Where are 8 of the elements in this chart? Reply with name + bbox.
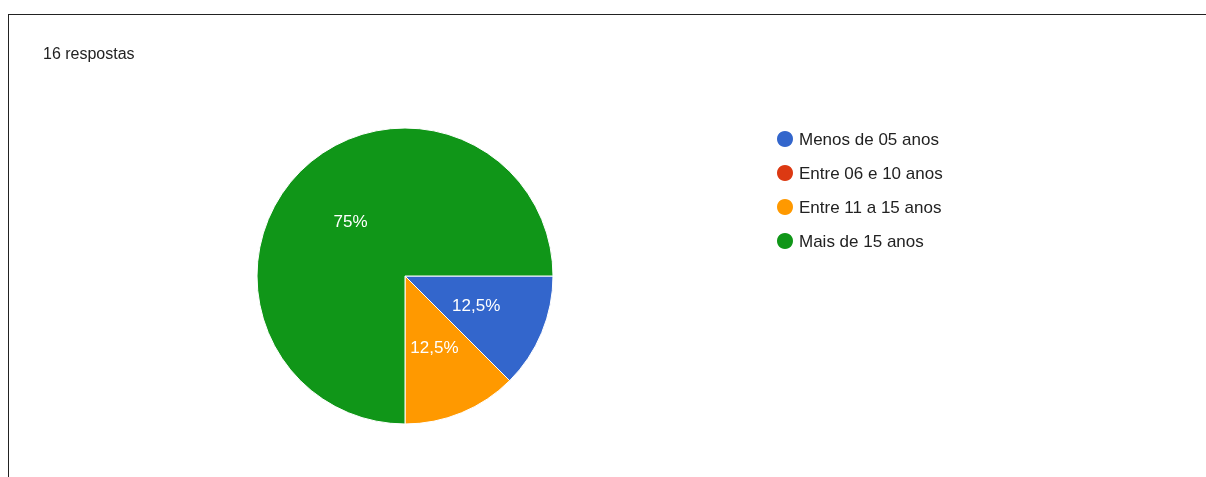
data-label: 12,5% (410, 337, 459, 357)
legend-label: Entre 11 a 15 anos (799, 197, 942, 217)
data-label: 75% (333, 212, 368, 232)
text: 16 respostas (43, 44, 135, 62)
legend-label: Menos de 05 anos (799, 129, 939, 149)
legend-label: Entre 06 e 10 anos (799, 163, 943, 183)
data-label: 12,5% (452, 295, 501, 315)
legend-label: Mais de 15 anos (799, 231, 924, 251)
